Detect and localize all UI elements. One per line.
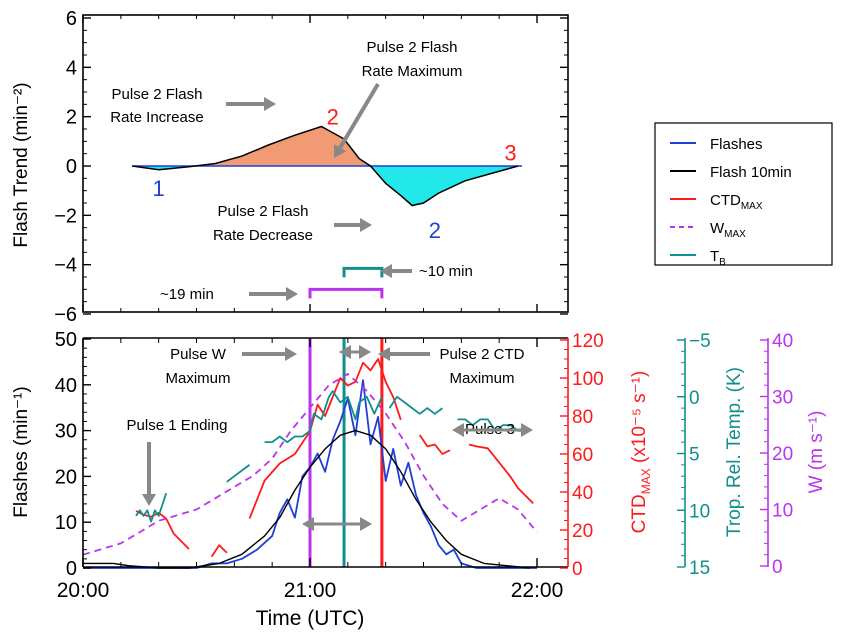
- annotation-arrow-head: [378, 347, 390, 361]
- y-tick-label: 40: [55, 375, 77, 397]
- y-tick-label: 30: [55, 421, 77, 443]
- series-line-tb: [135, 390, 526, 523]
- annotation-text: ~19 min: [160, 286, 214, 303]
- annotation-text: Pulse 2 CTD: [439, 346, 524, 363]
- y-tick-label: 2: [66, 107, 77, 129]
- y-axis-label: Flashes (min⁻¹): [11, 386, 32, 517]
- annotation-arrow-head: [334, 144, 347, 158]
- time-span-bracket: [308, 287, 384, 299]
- x-tick-label: 22:00: [511, 579, 564, 602]
- ctd-axis-label: CTDMAX (x10⁻⁵ s⁻¹): [629, 371, 653, 534]
- top-plot-frame: [82, 14, 569, 313]
- w-axis-tick-label: 10: [772, 501, 793, 522]
- series-line-wmax: [82, 373, 538, 556]
- w-axis-tick-label: 30: [772, 388, 793, 409]
- y-tick-label: −4: [54, 255, 77, 277]
- tb-axis-tick-label: 10: [689, 501, 710, 522]
- annotation-text: Maximum: [449, 370, 514, 387]
- annotation-text: Pulse 1 Ending: [127, 417, 228, 434]
- annotation-arrow-head: [452, 423, 464, 437]
- annotation-text: ~10 min: [419, 263, 473, 280]
- series-line-flashes: [83, 379, 537, 569]
- legend-label: WMAX: [710, 220, 746, 240]
- legend-label: Flashes: [710, 136, 763, 153]
- annotation-arrow-head: [302, 517, 314, 531]
- pulse-number-label: 3: [504, 140, 516, 165]
- y-axis-label: Flash Trend (min⁻²): [11, 82, 32, 247]
- w-axis-tick-label: 0: [772, 557, 783, 578]
- annotation-arrow-head: [380, 264, 392, 278]
- y-tick-label: 10: [55, 512, 77, 534]
- annotation-arrow-head: [285, 347, 297, 361]
- legend-label: CTDMAX: [710, 192, 763, 212]
- tb-axis-tick-label: 15: [689, 558, 710, 579]
- annotation-arrow-head: [286, 287, 298, 301]
- y-tick-label: 0: [66, 156, 77, 178]
- annotation-text: Rate Decrease: [213, 227, 313, 244]
- annotation-arrow-head: [264, 97, 276, 111]
- flash-trend-panel: 6 4 2 0 −2 −4 −6 Flash Trend (min⁻²) 1 2 3 2 Pulse 2…: [11, 8, 569, 326]
- ctd-axis-tick-label: 100: [572, 369, 604, 390]
- annotation-text: Rate Increase: [110, 109, 203, 126]
- series-line-flash10: [83, 429, 530, 569]
- x-axis-label: Time (UTC): [256, 607, 365, 630]
- annotation-arrow: [338, 82, 380, 149]
- tb-axis-tick-label: 5: [689, 445, 700, 466]
- annotation-arrow-head: [142, 494, 156, 506]
- positive-trend-area: [132, 126, 519, 166]
- annotation-text: Pulse 2 Flash: [218, 203, 309, 220]
- ctd-axis-tick-label: 80: [572, 407, 593, 428]
- ctd-axis-tick-label: 120: [572, 331, 604, 352]
- legend-label: Flash 10min: [710, 164, 792, 181]
- ctd-axis-tick-label: 40: [572, 483, 593, 504]
- y-tick-label: 50: [55, 329, 77, 351]
- w-axis-label: W (m s⁻¹): [806, 411, 827, 494]
- annotation-text: Pulse 2 Flash: [367, 39, 458, 56]
- pulse-number-label: 2: [327, 105, 339, 130]
- pulse-number-label: 1: [153, 176, 165, 201]
- trend-line: [132, 125, 519, 207]
- tb-axis-tick-label: 0: [689, 388, 700, 409]
- w-axis-tick-label: 20: [772, 444, 793, 465]
- ctd-axis-tick-label: 20: [572, 521, 593, 542]
- legend-label: TB: [710, 248, 726, 268]
- annotation-arrow-head: [360, 218, 372, 232]
- legend-box: [654, 122, 833, 266]
- ctd-axis-tick-label: 60: [572, 445, 593, 466]
- y-tick-label: −6: [54, 304, 77, 326]
- y-tick-label: 6: [66, 8, 77, 30]
- annotation-text: Pulse W: [170, 346, 227, 363]
- ctd-axis-tick-label: 0: [572, 559, 583, 580]
- annotation-arrow-head: [360, 517, 372, 531]
- y-tick-label: 20: [55, 466, 77, 488]
- annotation-arrow-head: [359, 345, 371, 359]
- tb-axis-tick-label: −5: [689, 331, 711, 352]
- series-line-ctd: [135, 358, 534, 558]
- y-tick-label: 0: [66, 558, 77, 580]
- annotation-text: Pulse 2 Flash: [112, 86, 203, 103]
- y-tick-label: 4: [66, 57, 77, 79]
- y-tick-label: −2: [54, 205, 77, 227]
- tb-axis-label: Trop. Rel. Temp. (K): [724, 367, 745, 537]
- annotation-arrow-head: [339, 345, 351, 359]
- pulse-number-label: 2: [429, 218, 441, 243]
- w-axis-tick-label: 40: [772, 331, 793, 352]
- negative-trend-area: [132, 166, 519, 206]
- annotation-text: Maximum: [165, 370, 230, 387]
- legend: Flashes Flash 10min CTDMAX WMAX TB: [654, 122, 833, 268]
- x-tick-label: 21:00: [284, 579, 337, 602]
- annotation-text: Rate Maximum: [362, 63, 463, 80]
- time-span-bracket: [342, 266, 384, 278]
- x-tick-label: 20:00: [57, 579, 110, 602]
- annotation-arrow-head: [521, 423, 533, 437]
